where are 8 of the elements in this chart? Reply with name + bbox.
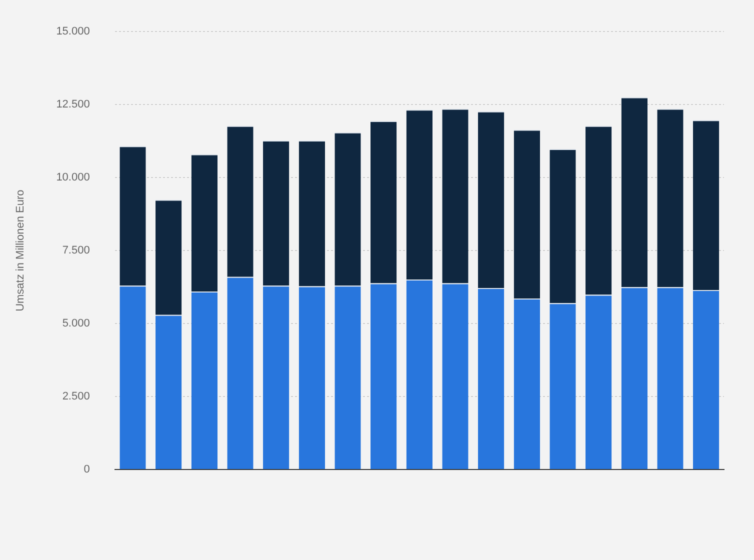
y-tick-label: 15.000 bbox=[56, 26, 90, 38]
y-axis-title: Umsatz in Millionen Euro bbox=[14, 190, 27, 312]
y-tick-label: 7.500 bbox=[62, 244, 90, 257]
y-tick-label: 5.000 bbox=[62, 318, 90, 330]
y-tick-label: 12.500 bbox=[56, 98, 90, 111]
y-tick-label: 10.000 bbox=[56, 172, 90, 184]
y-tick-label: 0 bbox=[84, 464, 90, 476]
y-tick-label: 2.500 bbox=[62, 390, 90, 403]
